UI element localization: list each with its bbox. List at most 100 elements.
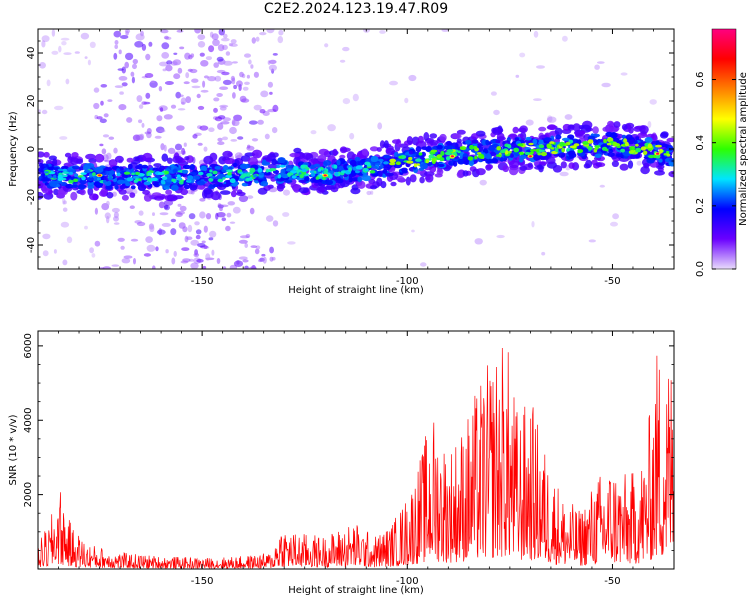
heatmap-blob bbox=[267, 60, 271, 65]
heatmap-blob bbox=[259, 109, 266, 114]
heatmap-blob bbox=[138, 119, 143, 124]
heatmap-blob bbox=[277, 174, 281, 179]
heatmap-blob bbox=[339, 154, 346, 159]
spectrogram-panel: -150 -100 -50 -40 -20 0 20 40 Height of straig… bbox=[8, 28, 675, 296]
heatmap-blob bbox=[547, 124, 557, 130]
heatmap-blob bbox=[667, 144, 674, 152]
heatmap-blob bbox=[194, 221, 200, 226]
heatmap-blob bbox=[289, 152, 301, 158]
heatmap-blob bbox=[196, 180, 205, 186]
heatmap-blob bbox=[564, 114, 573, 120]
heatmap-blob bbox=[197, 34, 206, 40]
heatmap-blob bbox=[232, 206, 241, 214]
heatmap-blob bbox=[171, 178, 176, 182]
heatmap-blob bbox=[610, 221, 618, 227]
heatmap-blob bbox=[114, 44, 118, 49]
heatmap-blob bbox=[647, 143, 653, 149]
heatmap-blob bbox=[456, 171, 465, 179]
heatmap-blob bbox=[457, 159, 465, 165]
heatmap-blob bbox=[361, 148, 368, 156]
heatmap-blob bbox=[436, 144, 443, 150]
heatmap-blob bbox=[158, 86, 163, 92]
heatmap-blob bbox=[239, 163, 249, 170]
heatmap-blob bbox=[177, 203, 182, 207]
heatmap-blob bbox=[93, 102, 100, 110]
heatmap-blob bbox=[54, 105, 64, 111]
heatmap-blob bbox=[100, 100, 104, 106]
heatmap-blob bbox=[646, 157, 655, 164]
heatmap-blob bbox=[272, 220, 279, 227]
colorbar-tick-label: 0.4 bbox=[695, 135, 706, 151]
heatmap-blob bbox=[528, 155, 533, 158]
heatmap-blob bbox=[73, 173, 78, 178]
heatmap-blob bbox=[190, 262, 199, 269]
heatmap-blob bbox=[420, 262, 427, 267]
heatmap-blob bbox=[181, 169, 189, 174]
heatmap-blob bbox=[348, 177, 353, 183]
heatmap-blob bbox=[507, 144, 512, 149]
heatmap-blob bbox=[96, 116, 103, 120]
heatmap-blob bbox=[597, 61, 605, 64]
heatmap-blob bbox=[163, 186, 171, 190]
snr-x-axis-label: Height of straight line (km) bbox=[288, 585, 424, 596]
heatmap-blob bbox=[97, 177, 101, 181]
heatmap-blob bbox=[485, 158, 493, 164]
heatmap-blob bbox=[425, 146, 432, 152]
heatmap-blob bbox=[301, 152, 313, 160]
heatmap-blob bbox=[541, 251, 546, 256]
heatmap-blob bbox=[478, 153, 485, 159]
heatmap-blob bbox=[184, 156, 190, 161]
heatmap-blob bbox=[512, 126, 519, 134]
heatmap-blob bbox=[39, 62, 46, 69]
heatmap-blob bbox=[628, 150, 635, 154]
heatmap-blob bbox=[587, 135, 596, 140]
heatmap-blob bbox=[261, 253, 266, 257]
heatmap-blob bbox=[368, 179, 376, 184]
heatmap-blob bbox=[364, 168, 369, 172]
heatmap-blob bbox=[150, 177, 158, 182]
heatmap-blob bbox=[141, 122, 145, 128]
heatmap-blob bbox=[350, 171, 357, 175]
heatmap-blob bbox=[625, 134, 633, 141]
heatmap-blob bbox=[213, 107, 218, 113]
heatmap-blob bbox=[276, 164, 281, 169]
heatmap-blob bbox=[323, 170, 328, 175]
heatmap-blob bbox=[623, 138, 628, 143]
heatmap-blob bbox=[222, 266, 227, 269]
heatmap-blob bbox=[491, 158, 499, 164]
heatmap-blob bbox=[148, 41, 153, 47]
heatmap-blob bbox=[379, 30, 386, 34]
heatmap-blob bbox=[111, 264, 120, 267]
heatmap-blob bbox=[352, 93, 359, 102]
heatmap-blob bbox=[298, 187, 310, 194]
y-tick-label: 6000 bbox=[23, 333, 34, 358]
heatmap-blob bbox=[38, 162, 44, 168]
heatmap-blob bbox=[217, 115, 226, 120]
heatmap-blob bbox=[250, 245, 258, 249]
heatmap-blob bbox=[195, 229, 202, 235]
heatmap-blob bbox=[247, 157, 259, 166]
heatmap-blob bbox=[53, 188, 59, 196]
heatmap-blob bbox=[317, 154, 327, 162]
heatmap-blob bbox=[418, 152, 423, 156]
heatmap-blob bbox=[223, 33, 228, 39]
heatmap-blob bbox=[223, 164, 229, 171]
heatmap-blob bbox=[197, 105, 205, 110]
heatmap-blob bbox=[127, 163, 133, 170]
heatmap-blob bbox=[485, 153, 492, 160]
heatmap-blob bbox=[143, 253, 151, 257]
heatmap-blob bbox=[496, 234, 505, 239]
heatmap-blob bbox=[99, 143, 104, 147]
heatmap-blob bbox=[220, 121, 230, 125]
heatmap-blob bbox=[253, 104, 262, 111]
heatmap-blob bbox=[230, 190, 237, 198]
heatmap-blob bbox=[334, 171, 339, 176]
heatmap-blob bbox=[177, 94, 184, 98]
heatmap-blob bbox=[146, 127, 152, 134]
heatmap-blob bbox=[126, 157, 134, 163]
heatmap-blob bbox=[500, 149, 506, 154]
heatmap-blob bbox=[108, 136, 115, 140]
chart-title: C2E2.2024.123.19.47.R09 bbox=[263, 1, 449, 17]
heatmap-blob bbox=[242, 259, 249, 263]
